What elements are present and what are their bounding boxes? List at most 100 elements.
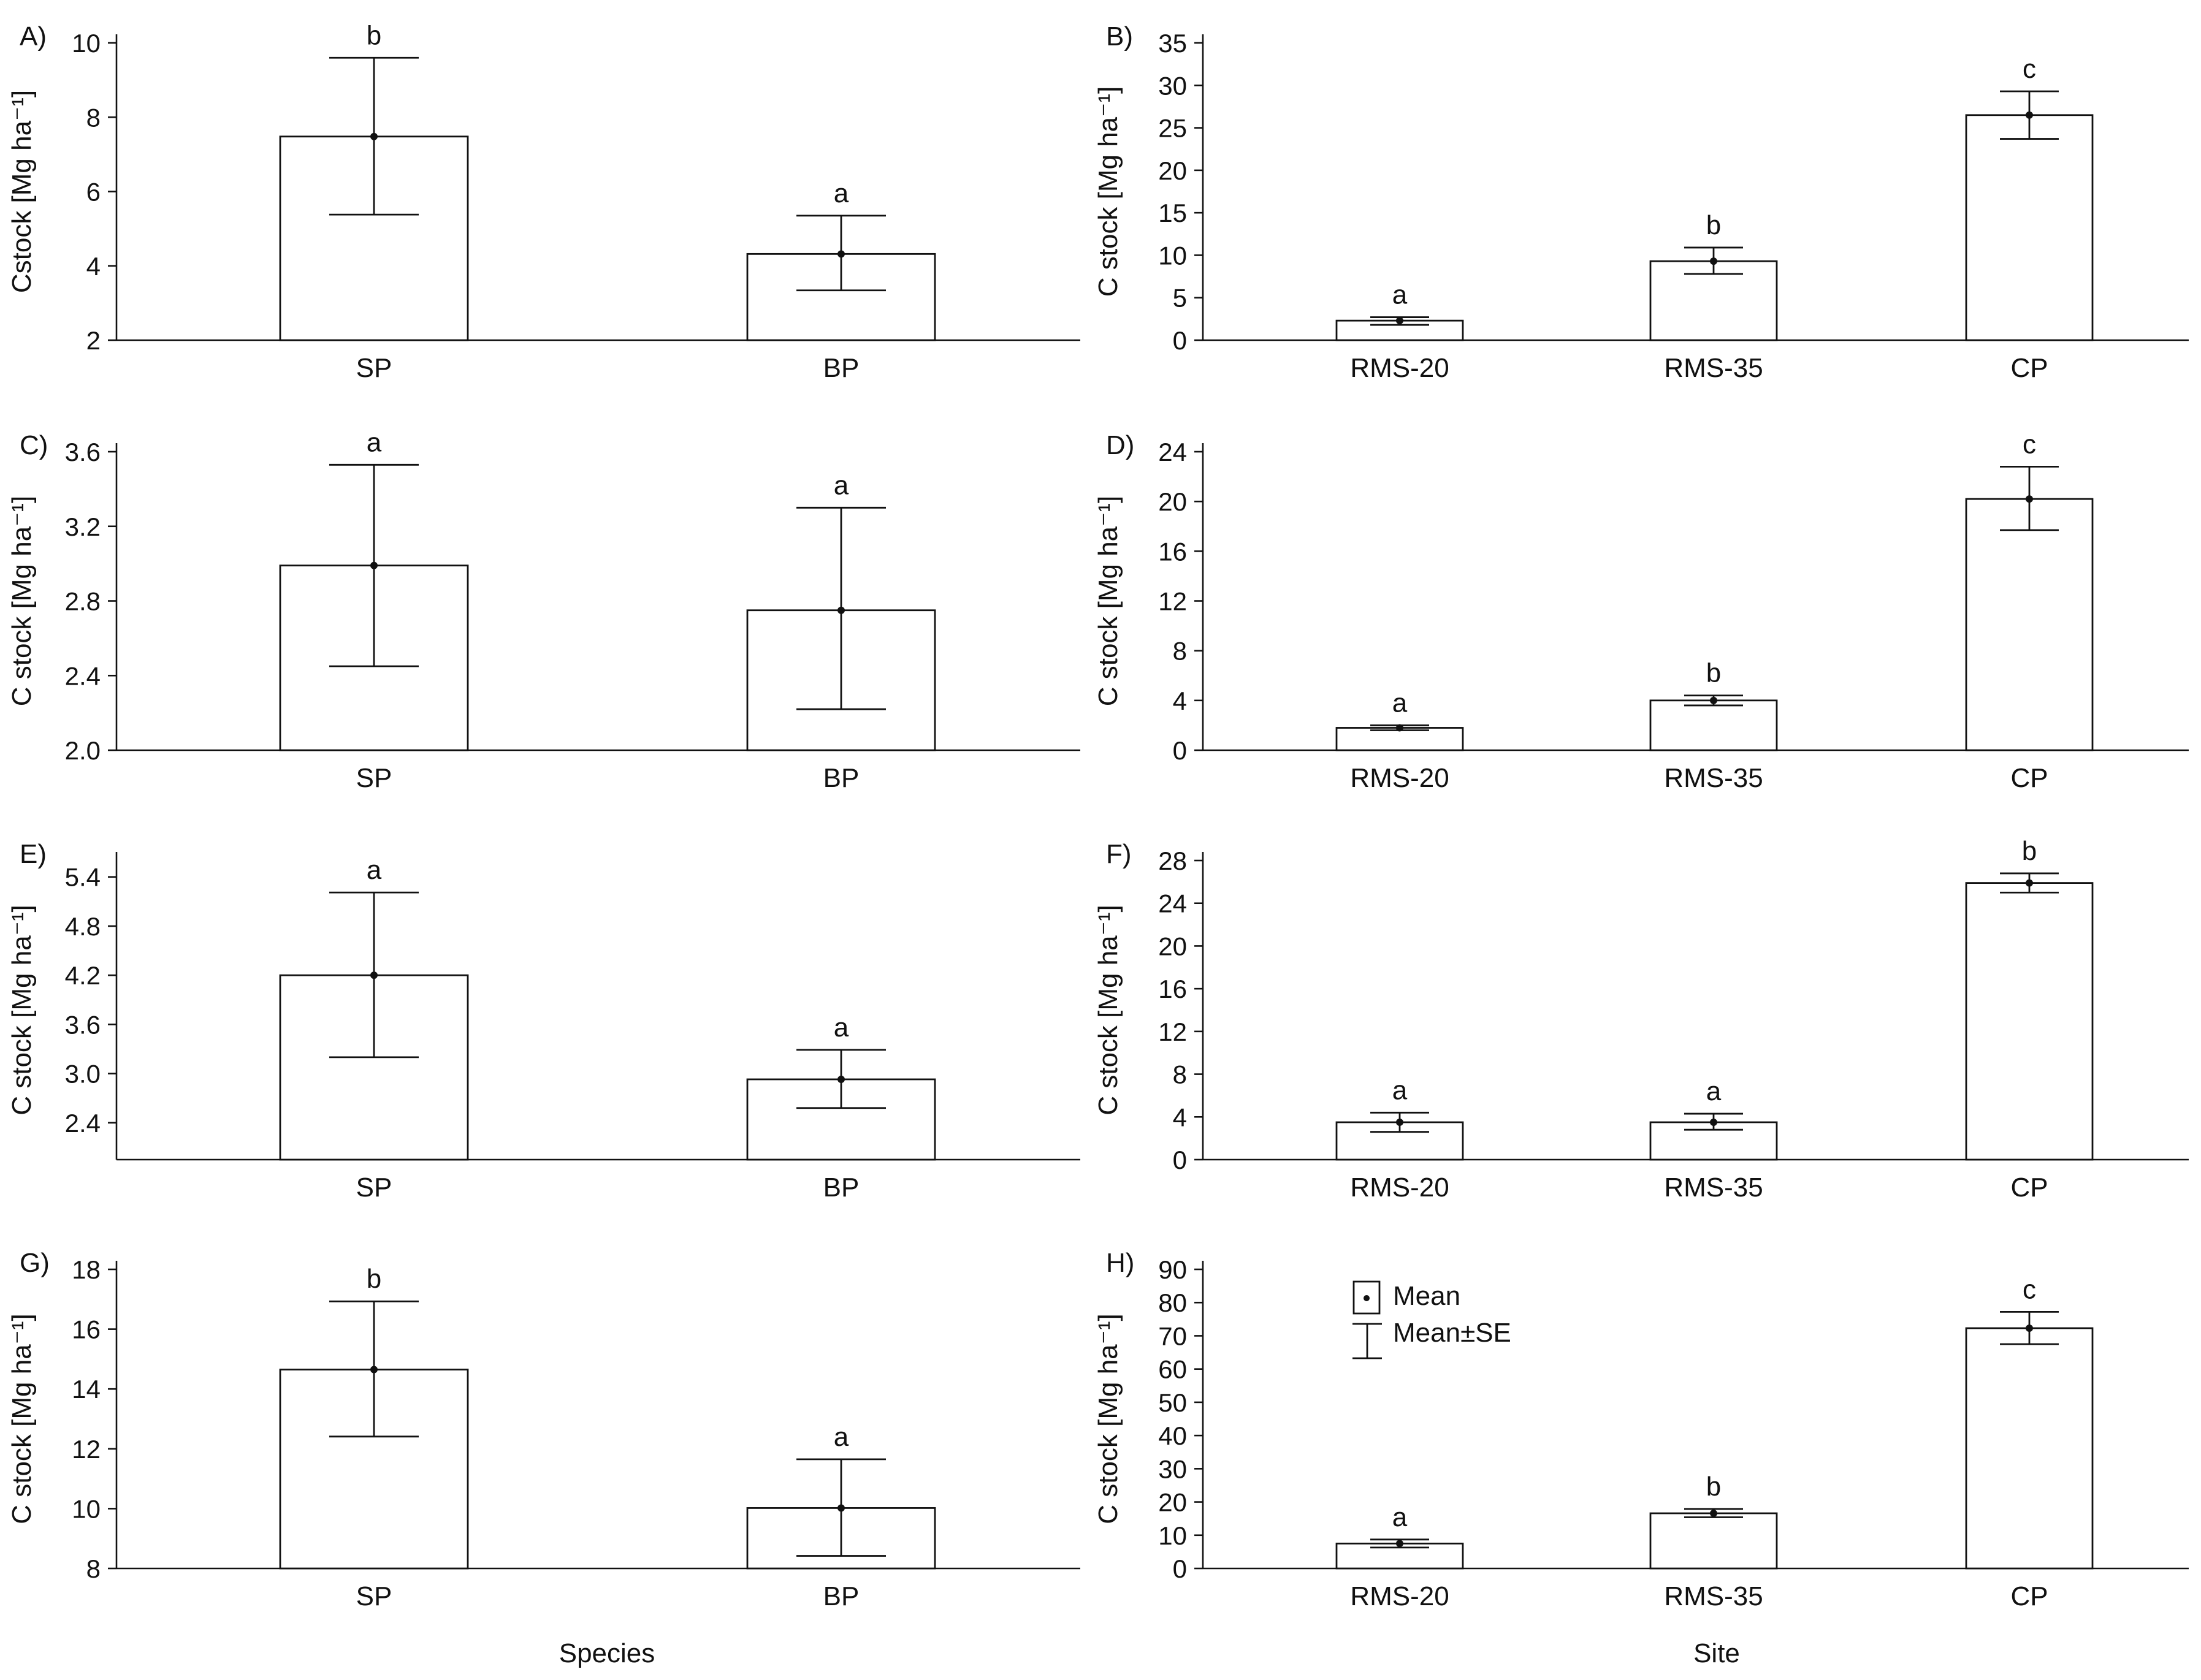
panel-f-label: F) (1106, 839, 1132, 869)
panel-f-y-tick-label: 8 (1173, 1060, 1187, 1089)
panel-e-y-tick-label: 4.2 (65, 961, 101, 990)
panel-e-category-label: SP (356, 1173, 392, 1203)
panel-f-group-rms-20: a RMS-20 (1335, 1075, 1464, 1203)
panel-g-y-label: C stock [Mg ha⁻¹] (7, 1313, 37, 1524)
panel-e-y-label: C stock [Mg ha⁻¹] (7, 905, 37, 1116)
panel-f-group-rms-35: a RMS-35 (1649, 1076, 1778, 1203)
panel-a-y-tick-label: 2 (86, 326, 101, 355)
legend-se-label: Mean±SE (1393, 1318, 1511, 1348)
panel-c-y-tick-label: 3.6 (65, 438, 101, 466)
panel-g-y-tick-label: 16 (72, 1315, 101, 1344)
legend: Mean Mean±SE (1352, 1280, 1511, 1359)
panel-d-group-rms-35: b RMS-35 (1649, 658, 1778, 793)
panel-c-significance-letter: a (367, 427, 382, 457)
panel-g-mean-point (370, 1366, 378, 1374)
panel-a-category-label: SP (356, 353, 392, 383)
panel-f-bar-cp (1965, 882, 2094, 1161)
panel-c-y-tick-label: 2.0 (65, 736, 101, 765)
panel-g-y-tick-label: 14 (72, 1375, 101, 1404)
panel-f-y-tick-label: 28 (1158, 846, 1187, 875)
panel-e-y-tick-label: 5.4 (65, 863, 101, 892)
panel-g-category-label: BP (823, 1581, 860, 1611)
panel-f-y-tick-label: 24 (1158, 889, 1187, 918)
panel-g-y-tick-label: 10 (72, 1494, 101, 1523)
panel-d-bar-rms-20 (1335, 727, 1464, 751)
panel-h-mean-point (2026, 1324, 2033, 1332)
panel-h-group-rms-20: a RMS-20 (1335, 1502, 1464, 1611)
panel-d-bar-rms-35 (1649, 699, 1778, 751)
panel-b-y-tick-label: 15 (1158, 199, 1187, 227)
panel-d: 0 4 8 12 16 20 24 C stock [Mg ha⁻¹] D) a RMS-20 b RM… (1093, 429, 2189, 793)
panel-b-mean-point (1710, 257, 1717, 265)
panel-g-significance-letter: a (834, 1422, 849, 1452)
panel-c-mean-point (370, 561, 378, 569)
panel-e-y-tick-label: 3.0 (65, 1060, 101, 1089)
panel-h-group-rms-35: b RMS-35 (1649, 1472, 1778, 1611)
panel-a-significance-letter: b (367, 20, 381, 50)
panel-f-significance-letter: a (1392, 1075, 1408, 1105)
panel-d-significance-letter: c (2023, 429, 2036, 459)
panel-f-category-label: CP (2010, 1173, 2048, 1203)
panel-h-significance-letter: a (1392, 1502, 1408, 1532)
panel-d-bar-cp (1965, 498, 2094, 751)
panel-h-label: H) (1106, 1248, 1134, 1278)
panel-g-significance-letter: b (367, 1264, 381, 1294)
panel-b-significance-letter: b (1706, 210, 1721, 240)
panel-b-significance-letter: a (1392, 280, 1408, 310)
panel-a-y-tick-label: 10 (72, 29, 101, 58)
panel-b-group-rms-35: b RMS-35 (1649, 210, 1778, 383)
panel-b-y-tick-label: 35 (1158, 29, 1187, 58)
panel-h-mean-point (1396, 1540, 1403, 1548)
panel-c-label: C) (20, 430, 48, 460)
panel-b-y-label: C stock [Mg ha⁻¹] (1093, 86, 1123, 297)
panel-h-y-tick-label: 30 (1158, 1454, 1187, 1483)
panel-b-category-label: RMS-35 (1664, 353, 1763, 383)
panel-g-y-tick-label: 18 (72, 1255, 101, 1284)
panel-g-y-tick-label: 8 (86, 1554, 101, 1583)
panel-f-mean-point (2026, 879, 2033, 887)
panel-a-label: A) (20, 21, 47, 51)
panel-e-label: E) (20, 839, 47, 869)
panel-b-significance-letter: c (2023, 54, 2036, 84)
panel-a-y-tick-label: 8 (86, 103, 101, 132)
legend-mean-box-icon (1352, 1280, 1381, 1315)
panel-g: 8 10 12 14 16 18 C stock [Mg ha⁻¹] G) b SP a BP (7, 1248, 1080, 1611)
panel-b-bar-cp (1965, 114, 2094, 341)
panel-h-y-tick-label: 20 (1158, 1488, 1187, 1517)
panel-h-category-label: RMS-35 (1664, 1581, 1763, 1611)
panel-c-y-tick-label: 2.4 (65, 661, 101, 690)
panel-d-y-tick-label: 8 (1173, 637, 1187, 666)
panel-b-category-label: CP (2010, 353, 2048, 383)
panel-e-significance-letter: a (367, 855, 382, 885)
panel-c-group-sp: a SP (279, 427, 469, 793)
panel-b-group-cp: c CP (1965, 54, 2094, 383)
panel-f-y-tick-label: 12 (1158, 1017, 1187, 1046)
panel-f-bar-rms-20 (1335, 1121, 1464, 1161)
panel-h-bar-rms-35 (1649, 1512, 1778, 1570)
panel-f-significance-letter: b (2022, 836, 2037, 866)
panel-h-group-cp: c CP (1965, 1274, 2094, 1611)
panel-h-y-tick-label: 10 (1158, 1521, 1187, 1550)
panel-d-category-label: RMS-35 (1664, 763, 1763, 793)
panel-d-significance-letter: b (1706, 658, 1721, 688)
panel-b-group-rms-20: a RMS-20 (1335, 280, 1464, 383)
panel-h-significance-letter: c (2023, 1274, 2036, 1304)
panel-d-mean-point (1396, 724, 1403, 732)
panel-e-y-tick-label: 3.6 (65, 1010, 101, 1039)
panel-a: 2 4 6 8 10 Cstock [Mg ha⁻¹] A) b SP a BP (7, 20, 1080, 383)
panel-e-category-label: BP (823, 1173, 860, 1203)
panel-h-bar-cp (1965, 1327, 2094, 1570)
panel-e-y-tick-label: 2.4 (65, 1109, 101, 1138)
panel-a-group-sp: b SP (279, 20, 469, 383)
panel-e-group-sp: a SP (279, 855, 469, 1203)
panel-e-y-tick-label: 4.8 (65, 912, 101, 941)
panel-c-category-label: SP (356, 763, 392, 793)
panel-d-group-rms-20: a RMS-20 (1335, 688, 1464, 793)
panel-c-category-label: BP (823, 763, 860, 793)
panel-h-y-tick-label: 0 (1173, 1554, 1187, 1583)
x-title-site: Site (1693, 1638, 1740, 1668)
panel-c-significance-letter: a (834, 470, 849, 500)
panel-b-y-tick-label: 5 (1173, 284, 1187, 313)
